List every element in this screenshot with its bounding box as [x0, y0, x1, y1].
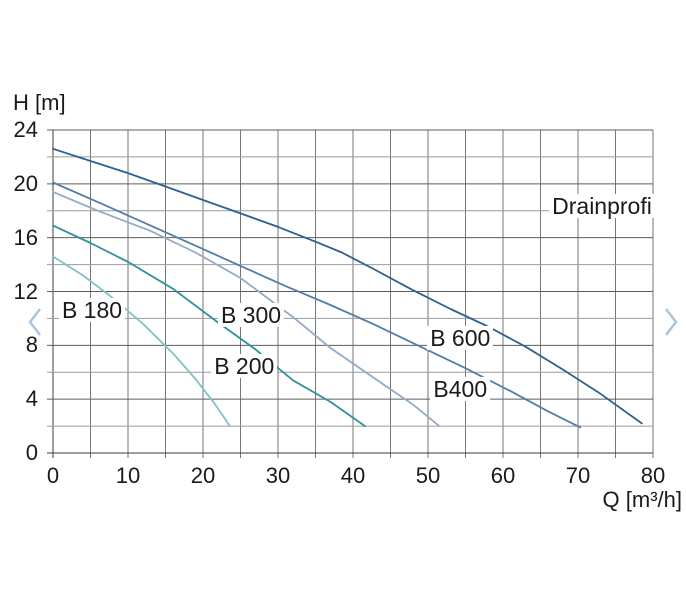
x-tick-label: 10 [115, 463, 141, 488]
y-axis-title: H [m] [13, 90, 66, 115]
x-tick-label: 0 [46, 463, 60, 488]
pump-curves [52, 147, 643, 429]
curve-label-b-600: B 600 [427, 326, 494, 350]
x-tick-label: 40 [340, 463, 366, 488]
y-tick-label: 12 [13, 278, 38, 304]
x-tick-label: 80 [640, 463, 666, 488]
y-tick-label: 16 [13, 224, 38, 250]
chevron-left-icon[interactable] [26, 306, 46, 338]
x-axis-title: Q [m³/h] [602, 487, 682, 512]
curve-label-b-300: B 300 [217, 303, 285, 327]
x-tick-label: 50 [415, 463, 441, 488]
curve-b400 [52, 181, 582, 429]
gridlines [47, 129, 654, 458]
y-tick-label: 20 [13, 170, 38, 196]
y-tick-label: 4 [25, 386, 38, 412]
y-tick-label: 0 [25, 440, 38, 465]
x-tick-label: 60 [490, 463, 516, 488]
curve-label-b-200: B 200 [211, 353, 278, 378]
chevron-right-glyph [665, 308, 678, 336]
y-tick-label: 24 [13, 117, 38, 142]
curve-label-b-180: B 180 [58, 298, 126, 322]
chevron-right-icon[interactable] [660, 306, 680, 338]
curve-label-b400: B400 [430, 377, 491, 401]
curve-b-180 [52, 255, 231, 428]
y-tick-label: 8 [25, 332, 38, 358]
curve-b-300 [52, 190, 441, 428]
x-tick-label: 20 [190, 463, 216, 488]
x-tick-label: 30 [265, 463, 291, 488]
x-tick-label: 70 [565, 463, 591, 488]
chevron-left-glyph [28, 308, 41, 336]
annotation-drainprofi: Drainprofi [549, 194, 655, 218]
curve-b-600 [52, 147, 643, 425]
